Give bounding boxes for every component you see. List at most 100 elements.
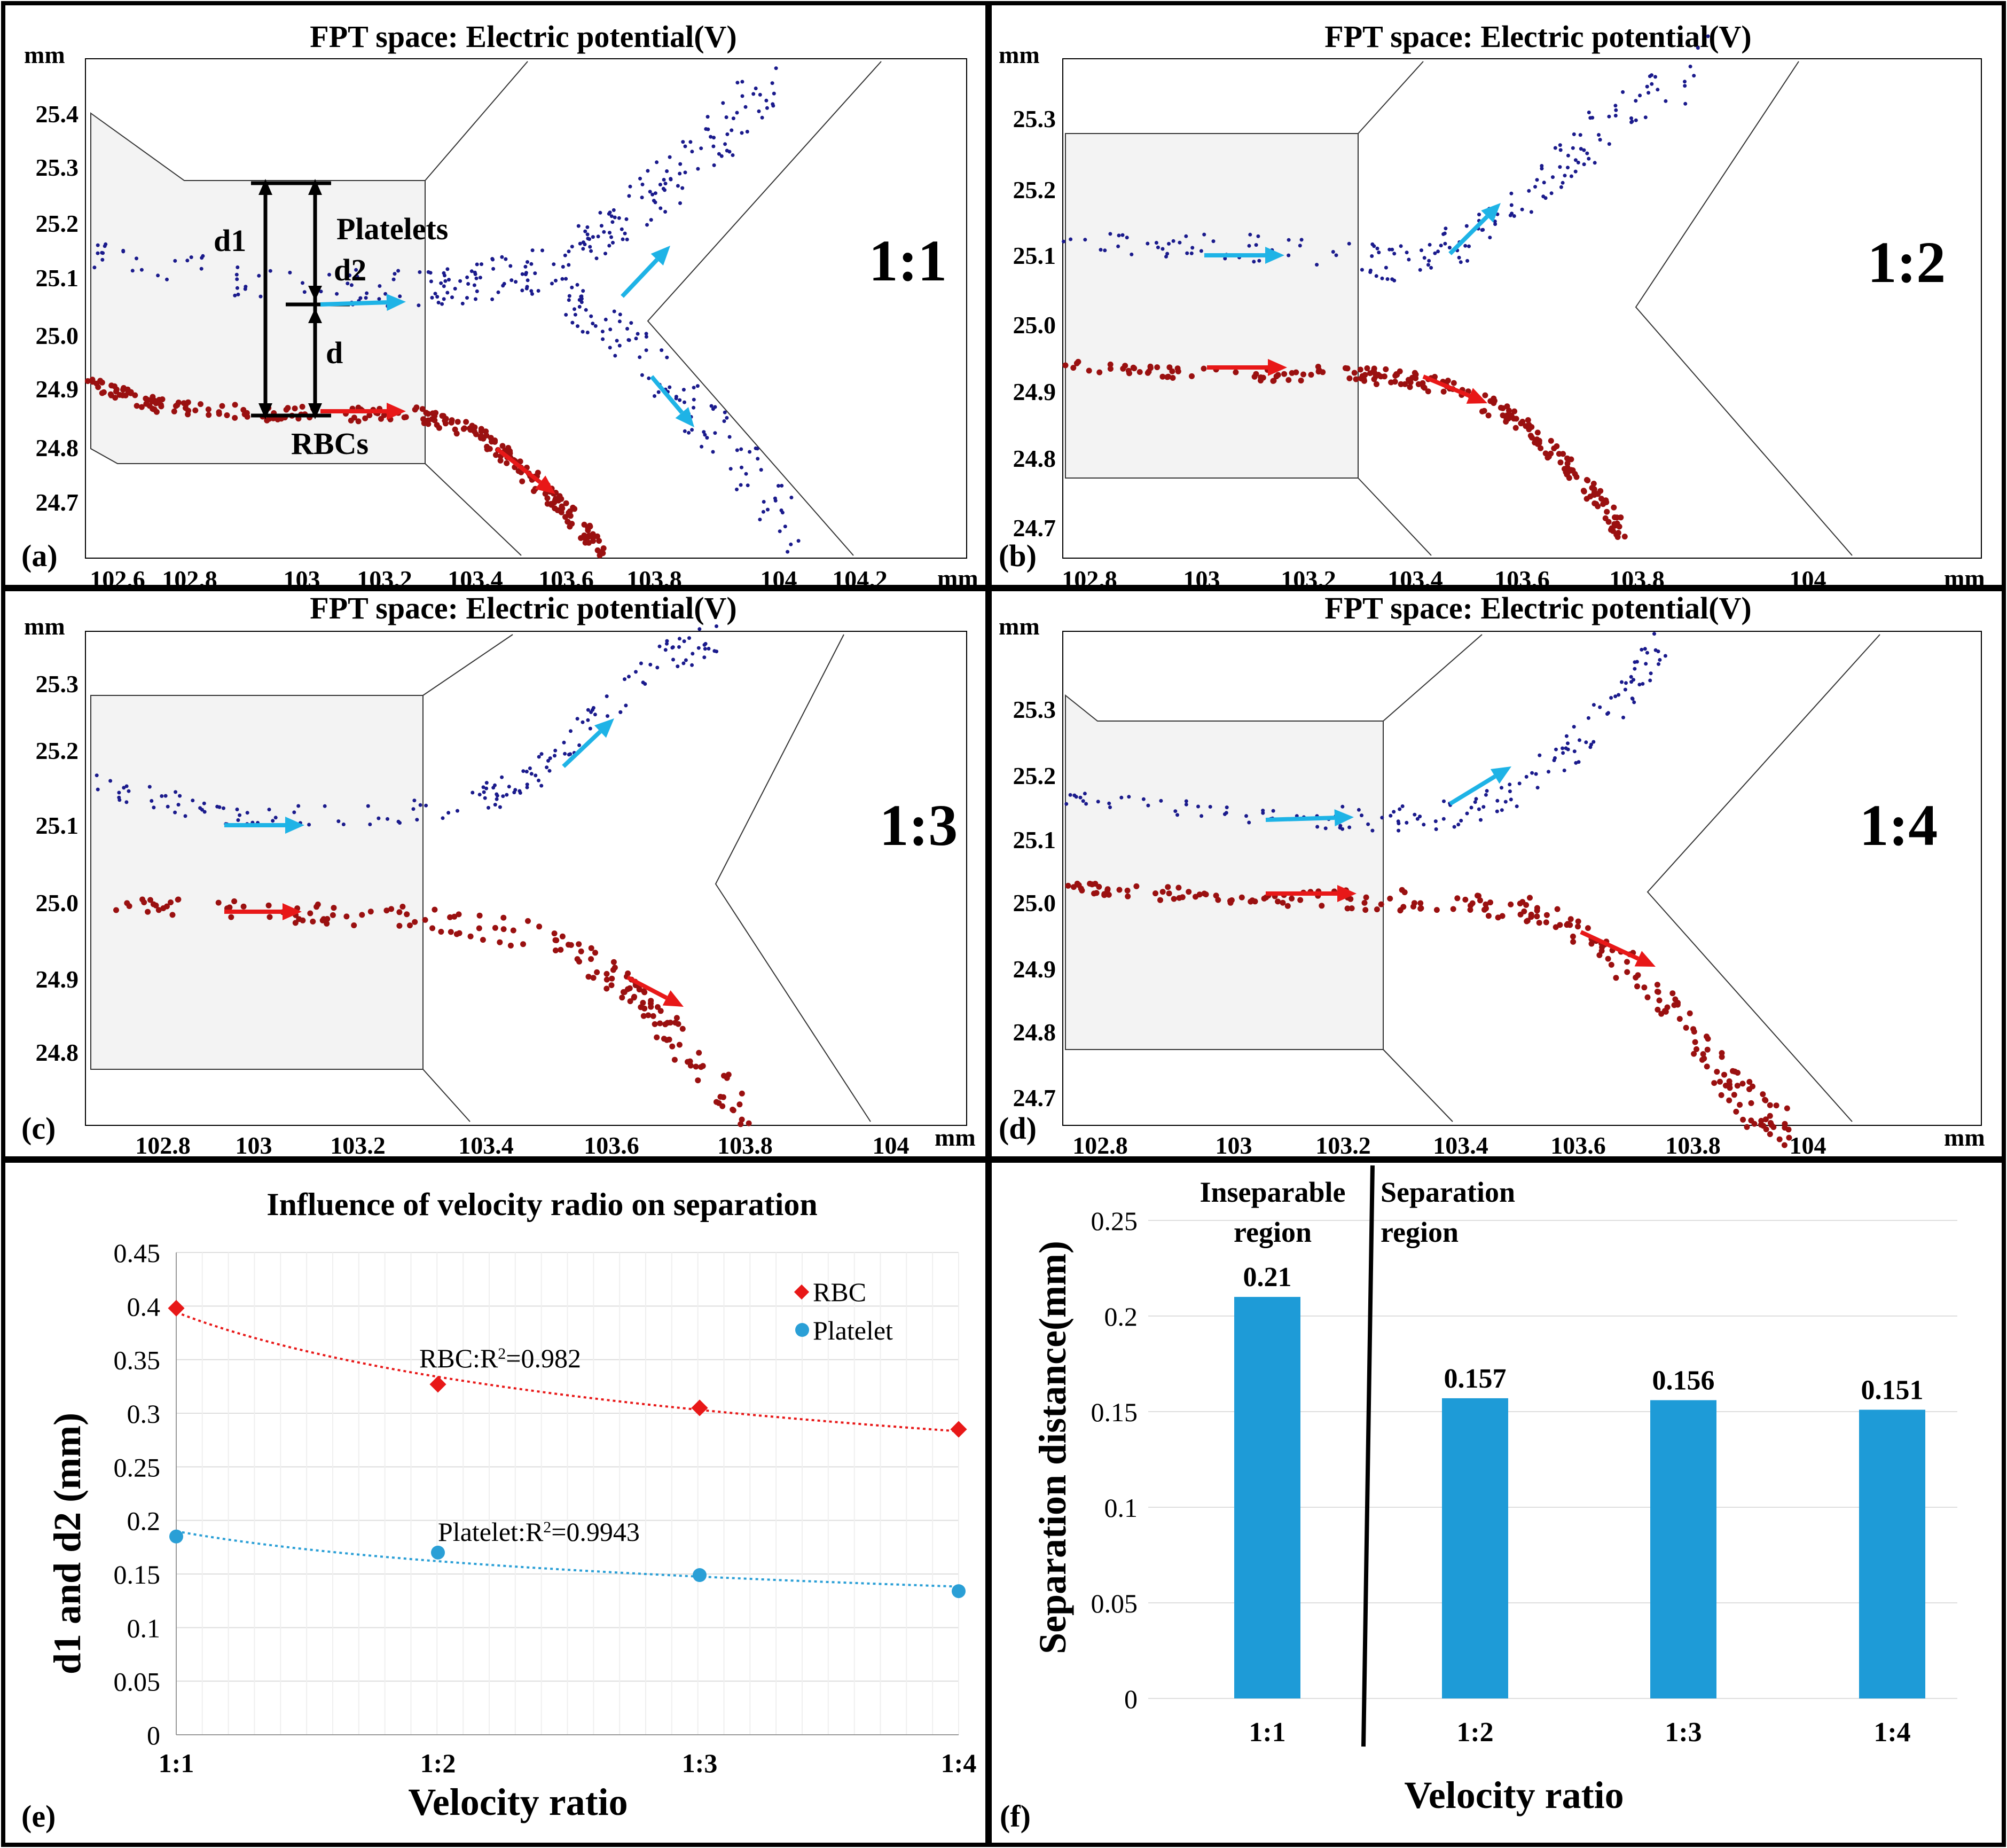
platelets-label: Platelets — [336, 212, 448, 246]
platelet-particle — [1643, 115, 1648, 120]
rbc-particle — [1722, 1083, 1729, 1089]
d2-label: d2 — [334, 253, 366, 287]
rbc-particle — [1116, 887, 1123, 893]
platelet-particle — [599, 224, 603, 228]
rbc-particle — [1487, 899, 1493, 906]
y-tick-label: 24.7 — [1013, 514, 1056, 542]
inlet-channel — [1065, 133, 1359, 479]
platelet-particle — [267, 808, 271, 812]
platelet-particle — [634, 670, 638, 674]
rbc-particle — [676, 1042, 683, 1048]
rbc-particle — [1417, 905, 1424, 912]
rbc-particle — [587, 523, 593, 530]
y-axis-label: Separation distance(mm) — [1031, 1241, 1074, 1654]
platelet-particle — [676, 184, 680, 188]
platelet-particle — [386, 817, 389, 821]
rbc-particle — [1575, 918, 1581, 925]
rbc-particle — [1253, 371, 1259, 377]
platelet-particle — [1683, 80, 1687, 84]
platelet-particle — [596, 234, 600, 239]
platelet-particle — [581, 330, 585, 334]
rbc-trend-label: RBC:R2=0.982 — [419, 1343, 581, 1373]
platelet-particle — [498, 805, 502, 809]
platelet-particle — [1500, 808, 1504, 812]
rbc-particle — [1070, 365, 1077, 371]
platelet-particle — [579, 300, 584, 304]
rbc-particle — [1175, 884, 1182, 891]
rbc-particle — [1538, 445, 1544, 451]
platelet-particle — [233, 293, 237, 297]
rbc-particle — [168, 899, 174, 905]
platelet-particle — [1178, 240, 1182, 245]
platelet-particle — [273, 816, 278, 820]
rbc-particle — [724, 1075, 730, 1081]
rbc-particle — [585, 974, 592, 980]
platelet-particle — [1096, 800, 1100, 804]
platelet-particle — [1299, 238, 1304, 242]
rbc-particle — [1612, 522, 1618, 529]
platelet-particle — [771, 104, 775, 108]
platelet-particle — [199, 267, 203, 271]
platelet-particle — [623, 677, 626, 682]
platelet-particle — [1637, 683, 1642, 687]
platelet-particle — [1323, 826, 1328, 831]
rbc-particle — [1614, 514, 1620, 521]
platelet-particle — [1515, 804, 1519, 809]
platelet-particle — [1429, 265, 1433, 270]
platelet-particle — [1508, 789, 1512, 794]
rbc-particle — [641, 1005, 648, 1012]
panel-label: (f) — [1000, 1799, 1031, 1834]
platelet-particle — [705, 436, 709, 440]
platelet-trendline — [176, 1530, 959, 1588]
platelet-particle — [608, 231, 611, 235]
platelet-particle — [364, 296, 368, 300]
rbc-particle — [544, 495, 551, 502]
rbc-particle — [1159, 373, 1166, 380]
y-tick-label: 25.2 — [1013, 176, 1056, 203]
platelet-particle — [653, 200, 657, 205]
platelet-particle — [156, 273, 160, 278]
platelet-particle — [1103, 248, 1107, 253]
rbc-particle — [519, 478, 526, 484]
rbc-particle — [396, 909, 403, 915]
rbc-particle — [1507, 413, 1513, 419]
rbc-particle — [652, 1021, 658, 1027]
platelet-particle — [600, 330, 605, 334]
rbc-particle — [145, 397, 151, 403]
platelet-particle — [640, 195, 644, 200]
platelet-particle — [759, 468, 763, 472]
platelet-particle — [1658, 658, 1662, 662]
platelet-particle — [663, 210, 668, 214]
rbc-particle — [378, 416, 384, 422]
platelet-particle — [496, 290, 500, 294]
rbc-particle — [610, 959, 617, 965]
platelet-particle — [1553, 756, 1557, 760]
platelet-particle — [1370, 828, 1375, 833]
rbc-particle — [1370, 367, 1377, 374]
platelet-particle — [1630, 697, 1635, 701]
rbc-particle — [1415, 381, 1422, 387]
rbc-particle — [1440, 388, 1447, 395]
rbc-particle — [1399, 887, 1405, 893]
platelet-particle — [257, 273, 261, 278]
platelet-particle — [428, 271, 433, 275]
platelet-particle — [525, 285, 529, 289]
rbc-particle — [1554, 443, 1560, 449]
y-tick-label: 24.7 — [1013, 1084, 1056, 1111]
platelet-particle — [796, 539, 801, 543]
platelet-particle — [683, 429, 687, 433]
x-tick-label: 102.8 — [1072, 1132, 1128, 1159]
x-tick-label: 103.2 — [330, 1132, 386, 1159]
platelet-particle — [1613, 104, 1618, 108]
separation-line2: region — [1381, 1216, 1459, 1248]
platelet-particle — [1572, 749, 1577, 754]
platelet-particle — [655, 665, 660, 670]
platelet-particle — [1617, 693, 1621, 697]
rbc-particle — [1518, 420, 1524, 427]
bar-data-label: 0.156 — [1652, 1366, 1715, 1396]
rbc-particle — [1564, 471, 1570, 477]
rbc-particle — [476, 912, 483, 919]
platelet-particle — [1683, 101, 1688, 106]
platelet-particle — [1571, 146, 1575, 150]
rbc-particle — [108, 392, 114, 398]
